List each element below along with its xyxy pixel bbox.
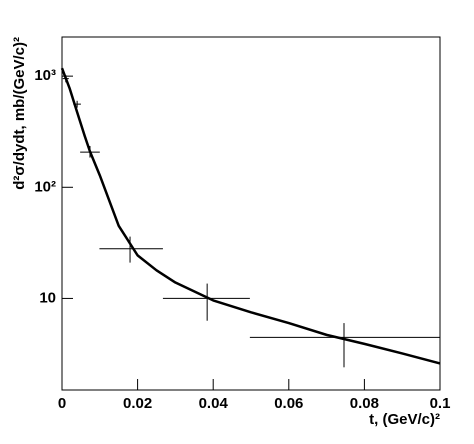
x-tick-label: 0.02 bbox=[123, 395, 152, 412]
y-axis-title: d²σ/dydt, mb/(GeV/c)² bbox=[11, 37, 28, 190]
x-tick-label: 0 bbox=[58, 395, 66, 412]
x-tick-label: 0.04 bbox=[199, 395, 229, 412]
y-tick-label: 10² bbox=[34, 178, 56, 195]
plot-frame bbox=[61, 36, 441, 391]
x-tick-label: 0.1 bbox=[430, 395, 451, 412]
x-axis-title: t, (GeV/c)² bbox=[369, 411, 440, 428]
x-tick-label: 0.06 bbox=[274, 395, 303, 412]
y-tick-label: 10 bbox=[39, 289, 56, 306]
x-tick-label: 0.08 bbox=[350, 395, 379, 412]
y-tick-label: 10³ bbox=[34, 67, 56, 84]
fit-curve bbox=[60, 67, 441, 365]
